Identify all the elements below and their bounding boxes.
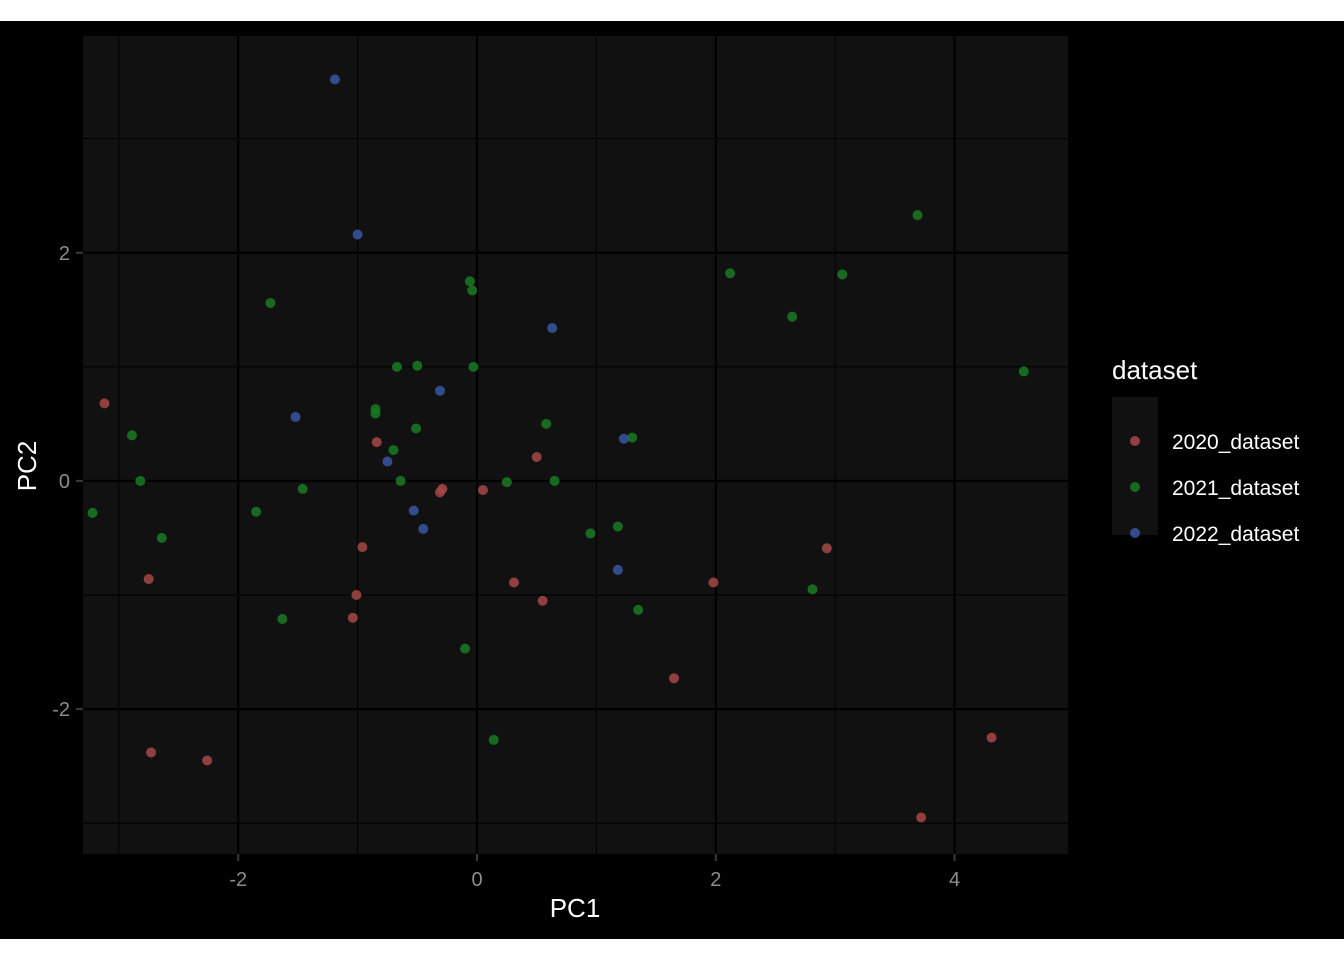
data-point-2021_dataset (627, 432, 638, 443)
legend: dataset 2020_dataset 2021_dataset 2022_dat… (1112, 355, 1299, 546)
legend-key-2021_dataset (1130, 482, 1140, 492)
data-point-2021_dataset (612, 521, 623, 532)
y-axis-title: PC2 (12, 441, 42, 492)
y-tick-label: 2 (59, 243, 70, 265)
data-point-2022_dataset (329, 74, 340, 85)
data-point-2021_dataset (388, 445, 399, 456)
data-point-2021_dataset (277, 613, 288, 624)
data-point-2021_dataset (87, 507, 98, 518)
data-point-2020_dataset (669, 673, 679, 684)
data-point-2020_dataset (477, 485, 488, 496)
data-point-2021_dataset (488, 734, 499, 745)
data-point-2020_dataset (531, 451, 542, 462)
data-point-2020_dataset (537, 595, 548, 606)
data-point-2020_dataset (202, 755, 213, 766)
axes: -2 0 2 4 -2 0 2 (52, 243, 960, 891)
data-point-2021_dataset (251, 506, 262, 517)
legend-label-2021_dataset: 2021_dataset (1172, 477, 1299, 500)
data-point-2021_dataset (411, 423, 422, 434)
data-point-2021_dataset (633, 604, 644, 615)
legend-key-background (1112, 397, 1158, 535)
data-point-2022_dataset (290, 412, 301, 423)
y-tick-label: 0 (59, 471, 70, 493)
data-point-2022_dataset (352, 229, 363, 240)
data-point-2021_dataset (126, 430, 137, 441)
data-point-2022_dataset (547, 323, 558, 334)
data-point-2020_dataset (708, 577, 719, 588)
y-tick-label: -2 (52, 699, 70, 721)
data-point-2021_dataset (467, 285, 478, 296)
data-point-2020_dataset (357, 542, 368, 553)
data-point-2021_dataset (912, 210, 923, 221)
data-points (87, 74, 1029, 823)
legend-title: dataset (1112, 355, 1198, 385)
data-point-2021_dataset (725, 268, 736, 279)
data-point-2021_dataset (265, 297, 276, 308)
data-point-2021_dataset (464, 276, 475, 287)
data-point-2021_dataset (370, 408, 381, 419)
data-point-2021_dataset (549, 475, 560, 486)
chart-figure: -2 0 2 4 -2 0 2 PC1 PC2 dataset 2020_dataset 20… (0, 21, 1344, 939)
data-point-2021_dataset (468, 361, 479, 372)
data-point-2020_dataset (437, 483, 448, 494)
x-tick-label: 4 (949, 869, 960, 891)
data-point-2021_dataset (1018, 366, 1029, 377)
data-point-2020_dataset (351, 590, 362, 601)
data-point-2020_dataset (821, 543, 832, 554)
legend-key-2020_dataset (1130, 436, 1140, 446)
data-point-2021_dataset (837, 269, 848, 280)
data-point-2021_dataset (297, 483, 308, 494)
data-point-2022_dataset (612, 564, 623, 575)
data-point-2021_dataset (392, 361, 403, 372)
data-point-2020_dataset (99, 398, 110, 409)
grid-lines (83, 36, 1068, 854)
x-axis-title: PC1 (550, 893, 601, 923)
data-point-2021_dataset (807, 584, 818, 595)
data-point-2021_dataset (460, 643, 471, 654)
data-point-2020_dataset (916, 812, 927, 823)
legend-label-2022_dataset: 2022_dataset (1172, 523, 1299, 546)
data-point-2022_dataset (408, 505, 419, 516)
data-point-2021_dataset (135, 475, 146, 486)
data-point-2022_dataset (382, 456, 393, 467)
legend-key-2022_dataset (1130, 528, 1140, 538)
data-point-2021_dataset (585, 528, 596, 539)
data-point-2022_dataset (618, 433, 629, 444)
data-point-2020_dataset (986, 732, 997, 743)
legend-label-2020_dataset: 2020_dataset (1172, 431, 1299, 454)
data-point-2020_dataset (347, 612, 358, 623)
data-point-2021_dataset (395, 475, 406, 486)
data-point-2021_dataset (156, 532, 167, 543)
data-point-2022_dataset (418, 523, 429, 534)
data-point-2022_dataset (434, 385, 445, 396)
data-point-2021_dataset (412, 360, 423, 371)
data-point-2020_dataset (371, 437, 382, 448)
data-point-2020_dataset (143, 574, 154, 585)
data-point-2021_dataset (787, 311, 798, 322)
data-point-2021_dataset (541, 418, 552, 429)
data-point-2021_dataset (501, 477, 512, 488)
x-tick-label: 2 (710, 869, 721, 891)
data-point-2020_dataset (509, 577, 520, 588)
plot-panel (83, 36, 1068, 854)
data-point-2020_dataset (146, 747, 157, 758)
x-tick-label: -2 (229, 869, 247, 891)
x-tick-label: 0 (471, 869, 482, 891)
scatter-plot: -2 0 2 4 -2 0 2 PC1 PC2 dataset 2020_dataset 20… (12, 36, 1299, 923)
